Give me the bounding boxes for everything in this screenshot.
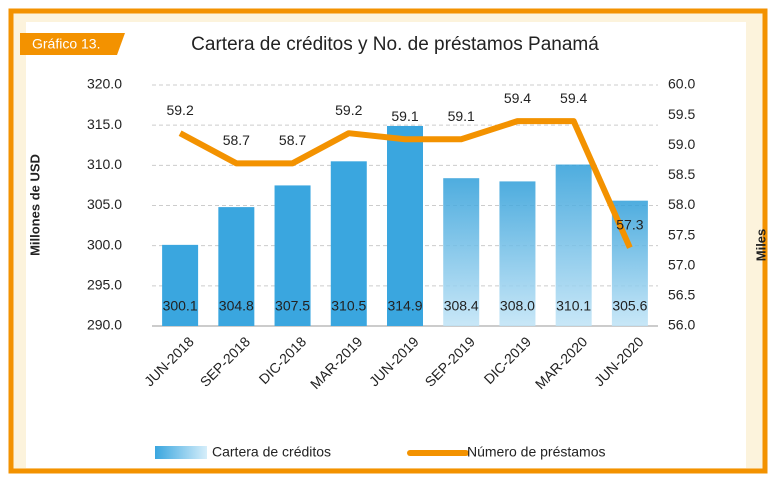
bar [443, 178, 480, 326]
line-label: 58.7 [279, 132, 306, 148]
line-label: 59.4 [504, 90, 531, 106]
y2-tick-label: 56.5 [668, 287, 695, 303]
line-label: 59.1 [391, 108, 418, 124]
y2-tick-label: 60.0 [668, 76, 695, 92]
bar-label: 308.4 [444, 298, 479, 314]
y2-tick-label: 57.0 [668, 256, 695, 272]
badge-bg [20, 33, 125, 55]
bar-label: 314.9 [387, 298, 422, 314]
line-label: 59.2 [166, 102, 193, 118]
line-label: 59.1 [448, 108, 475, 124]
bar [218, 207, 255, 326]
bar-label: 304.8 [219, 298, 254, 314]
y2-tick-label: 58.5 [668, 166, 695, 182]
bar [330, 161, 367, 326]
badge: Gráfico 13. [32, 36, 100, 52]
y-tick-label: 290.0 [87, 317, 122, 333]
y2-tick-label: 58.0 [668, 196, 695, 212]
legend-swatch [155, 446, 207, 459]
bar-label: 310.1 [556, 298, 591, 314]
bar [387, 125, 423, 326]
legend-label: Cartera de créditos [212, 444, 331, 460]
line-label: 58.7 [223, 132, 250, 148]
bar [162, 244, 199, 326]
y-tick-label: 320.0 [87, 76, 122, 92]
y-tick-label: 295.0 [87, 277, 122, 293]
bar-label: 307.5 [275, 298, 310, 314]
y2-axis-label: Miles [753, 229, 768, 262]
bar [274, 185, 311, 326]
bar [555, 164, 592, 326]
bar-label: 305.6 [612, 298, 647, 314]
y-tick-label: 315.0 [87, 116, 122, 132]
bar [499, 181, 536, 326]
legend-label: Número de préstamos [467, 444, 606, 460]
line-label: 59.4 [560, 90, 587, 106]
bar-label: 308.0 [500, 298, 535, 314]
bar-label: 300.1 [163, 298, 198, 314]
y-tick-label: 300.0 [87, 236, 122, 252]
y2-tick-label: 56.0 [668, 317, 695, 333]
bar-label: 310.5 [331, 298, 366, 314]
y-axis-label: Millones de USD [27, 154, 42, 256]
chart-title: Cartera de créditos y No. de préstamos P… [191, 34, 599, 55]
line [178, 118, 633, 249]
y2-tick-label: 59.5 [668, 106, 695, 122]
y-tick-label: 305.0 [87, 196, 122, 212]
y2-tick-label: 59.0 [668, 136, 695, 152]
line-label: 59.2 [335, 102, 362, 118]
y2-tick-label: 57.5 [668, 226, 695, 242]
line-label: 57.3 [616, 216, 643, 232]
y-tick-label: 310.0 [87, 156, 122, 172]
